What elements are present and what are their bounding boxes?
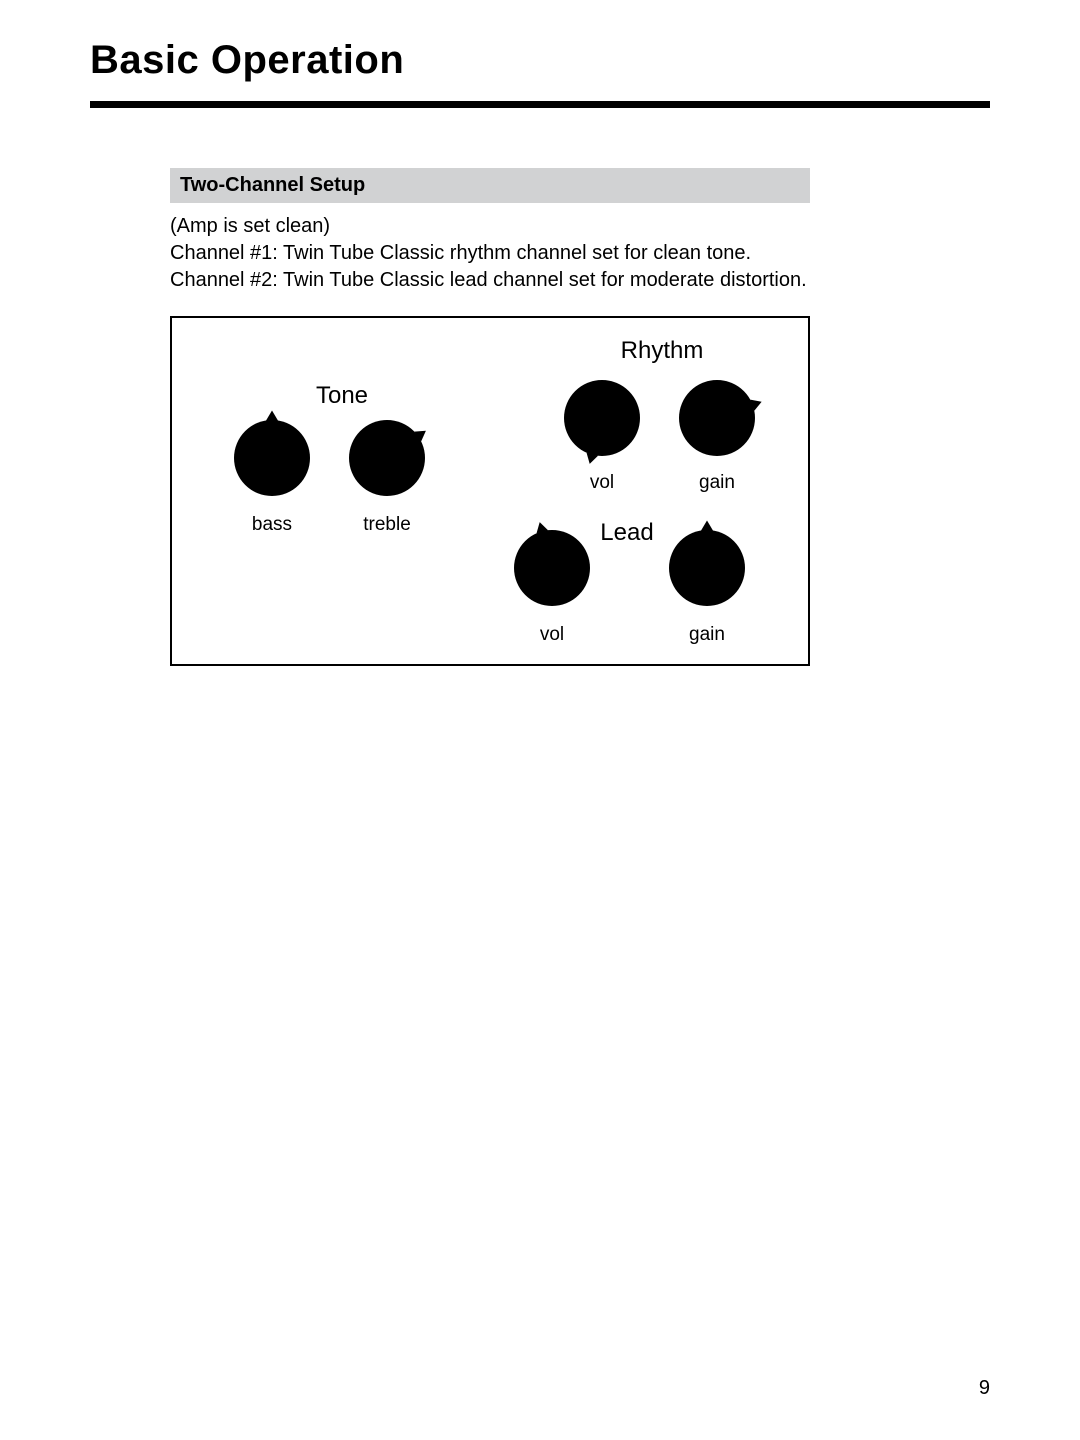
body-line-2: Channel #2: Twin Tube Classic lead chann… — [170, 269, 807, 291]
body-line-0: (Amp is set clean) — [170, 215, 330, 237]
svg-text:bass: bass — [252, 514, 292, 535]
svg-text:Lead: Lead — [600, 519, 653, 546]
svg-text:gain: gain — [699, 472, 735, 493]
title-rule — [90, 101, 990, 108]
svg-text:gain: gain — [689, 624, 725, 645]
knob-diagram-svg: Tone bass treble Rhythm vol gain Lead vol gain — [172, 318, 808, 664]
svg-text:vol: vol — [590, 472, 614, 493]
knob-diagram: Tone bass treble Rhythm vol gain Lead vol gain — [170, 316, 810, 666]
section-body: (Amp is set clean) Channel #1: Twin Tube… — [170, 213, 810, 294]
page-title: Basic Operation — [90, 38, 990, 83]
content-block: Two-Channel Setup (Amp is set clean) Cha… — [170, 168, 810, 666]
svg-text:Rhythm: Rhythm — [621, 337, 704, 364]
section-heading: Two-Channel Setup — [170, 168, 810, 203]
body-line-1: Channel #1: Twin Tube Classic rhythm cha… — [170, 242, 751, 264]
svg-text:Tone: Tone — [316, 382, 368, 409]
svg-text:treble: treble — [363, 514, 411, 535]
svg-text:vol: vol — [540, 624, 564, 645]
page-number: 9 — [979, 1377, 990, 1400]
